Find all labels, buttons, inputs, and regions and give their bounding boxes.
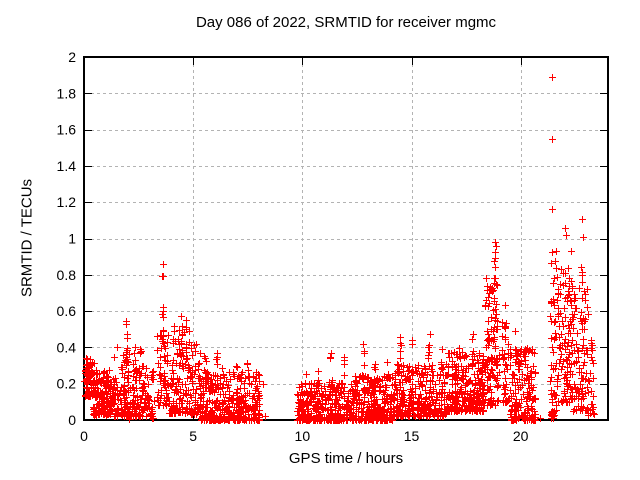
outlier-point [549, 74, 556, 81]
outlier-point [579, 216, 586, 223]
data-points [81, 239, 598, 424]
outlier-point [580, 234, 587, 241]
y-tick-label: 1.4 [57, 158, 77, 174]
y-tick-label: 1 [68, 231, 76, 247]
outlier-point [260, 381, 267, 388]
outlier-point [563, 232, 570, 239]
x-tick-label: 15 [404, 428, 420, 444]
outlier-point [537, 415, 544, 422]
outlier-point [549, 136, 556, 143]
y-tick-label: 0.6 [57, 303, 77, 319]
outlier-point [568, 248, 575, 255]
y-tick-label: 1.6 [57, 122, 77, 138]
outlier-point [562, 225, 569, 232]
y-tick-label: 1.8 [57, 85, 77, 101]
x-tick-label: 20 [513, 428, 529, 444]
outlier-point [368, 416, 375, 423]
outlier-point [126, 416, 133, 423]
outlier-point [549, 206, 556, 213]
x-tick-label: 10 [295, 428, 311, 444]
y-tick-label: 0.2 [57, 376, 77, 392]
outlier-point [150, 415, 157, 422]
outlier-point [262, 413, 269, 420]
plot-border [83, 56, 609, 421]
x-tick-label: 5 [189, 428, 197, 444]
plot-title: Day 086 of 2022, SRMTID for receiver mgm… [195, 14, 497, 31]
x-axis-label: GPS time / hours [288, 450, 404, 467]
y-tick-label: 0.4 [57, 339, 77, 355]
y-tick-label: 0 [68, 412, 76, 428]
y-tick-label: 0.8 [57, 267, 77, 283]
x-tick-label: 0 [80, 428, 88, 444]
y-tick-label: 1.2 [57, 194, 77, 210]
outlier-point [553, 248, 560, 255]
outlier-points [126, 74, 587, 423]
y-tick-label: 2 [68, 49, 76, 65]
outlier-point [231, 416, 238, 423]
outlier-point [255, 410, 262, 417]
